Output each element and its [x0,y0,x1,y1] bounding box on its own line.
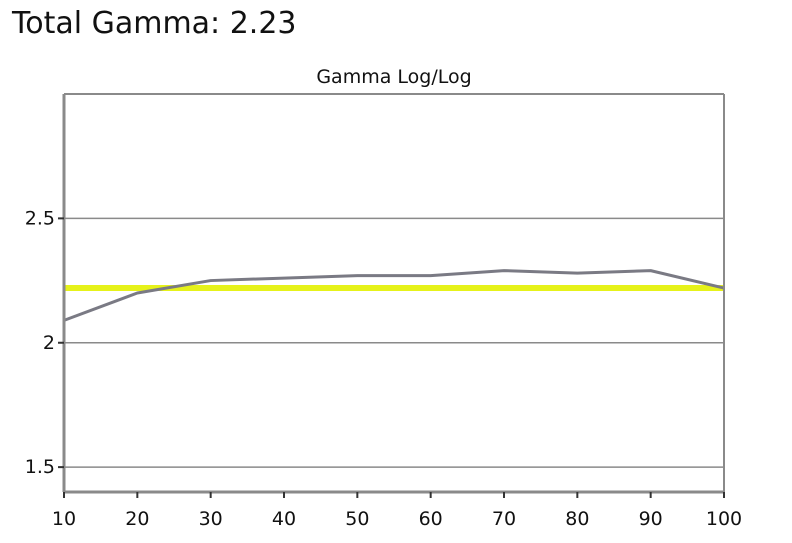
chart-title: Gamma Log/Log [316,66,472,88]
x-tick-label-7: 80 [565,508,589,530]
y-tick-label-1: 2 [43,332,55,354]
series-layer [63,269,725,322]
axes [62,93,725,494]
x-tick-label-8: 90 [639,508,663,530]
x-tick-label-5: 60 [419,508,443,530]
grid-lines [64,217,724,468]
x-tick-label-0: 10 [52,508,76,530]
y-tick-label-2: 2.5 [25,207,55,229]
x-tick-label-3: 40 [272,508,296,530]
x-tick-label-1: 20 [125,508,149,530]
y-tick-label-0: 1.5 [25,456,55,478]
x-tick-label-4: 50 [345,508,369,530]
x-tick-label-9: 100 [706,508,742,530]
y-axis-ticks: 1.5 2 2.5 [25,207,64,478]
series-line-0 [63,269,725,322]
x-tick-label-2: 30 [199,508,223,530]
x-axis-ticks: 10 20 30 40 50 60 70 80 90 100 [52,492,742,530]
total-gamma-heading: Total Gamma: 2.23 [12,6,297,41]
x-tick-label-6: 70 [492,508,516,530]
